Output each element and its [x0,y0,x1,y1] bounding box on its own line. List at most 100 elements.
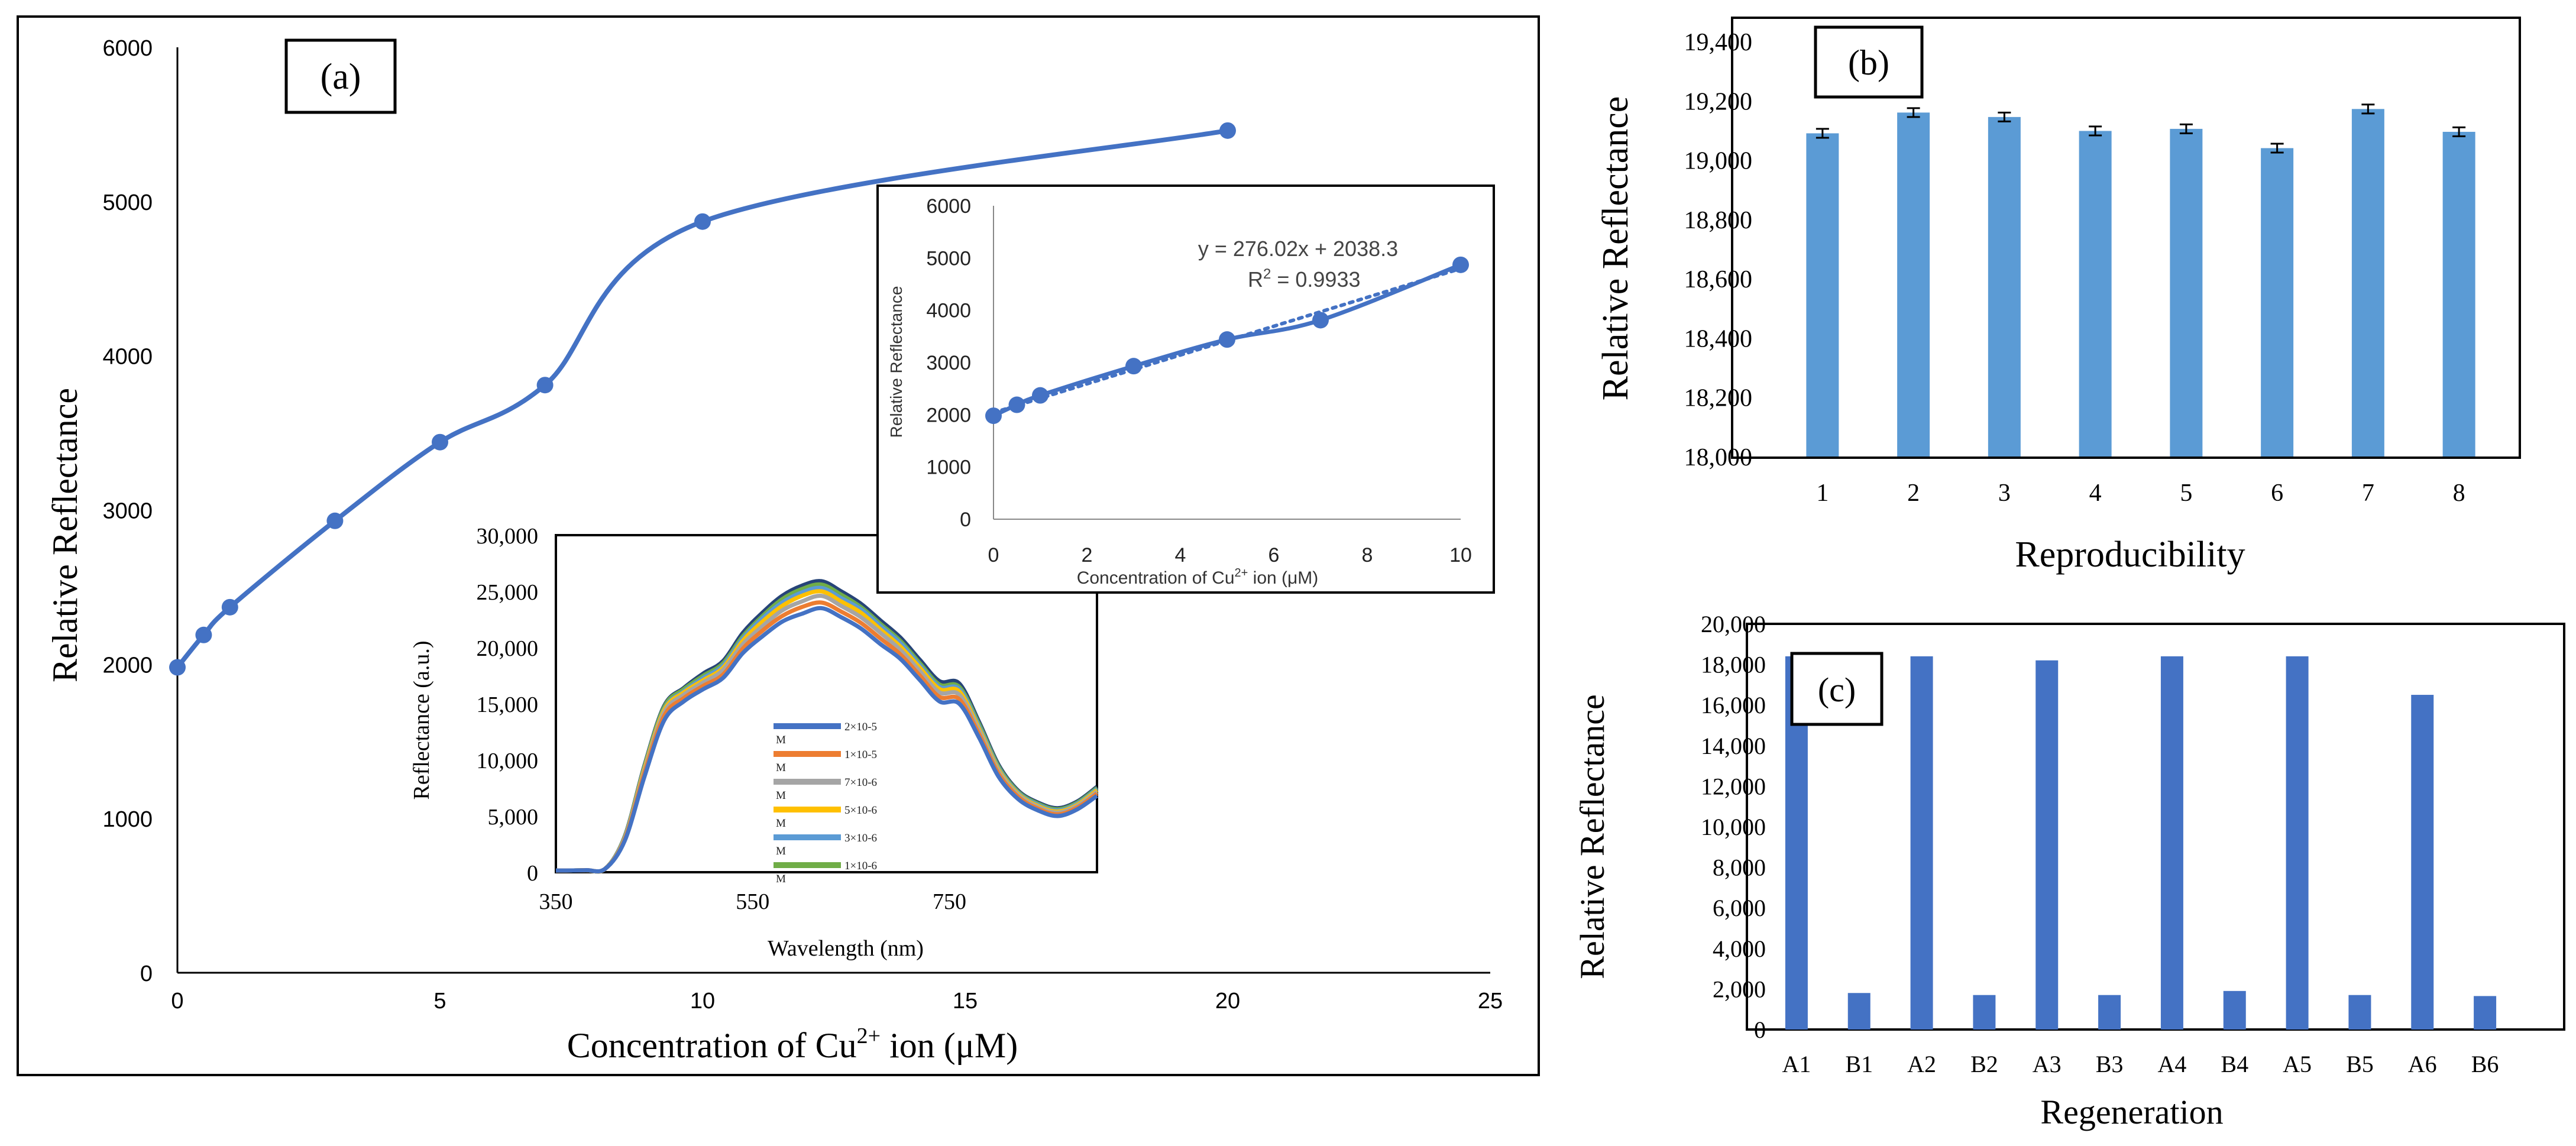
a-ytick-label: 1000 [102,807,153,832]
cal-xtick-label: 2 [1082,544,1093,566]
panel-b-yticks: 18,000 18,200 18,400 18,600 18,800 19,000 19,2… [1684,29,1753,471]
cal-data-point [1312,312,1329,329]
c-xtick-label: B1 [1845,1051,1873,1077]
cal-ytick-label: 2000 [926,404,971,426]
c-xtick-label: A3 [2033,1051,2062,1077]
c-ytick-label: 0 [1754,1016,1766,1043]
b-ytick-label: 19,200 [1684,88,1753,115]
c-xtick-label: A2 [1907,1051,1936,1077]
cal-ytick-label: 6000 [926,195,971,218]
spectra-yticks: 0 5,000 10,000 15,000 20,000 25,000 30,000 [477,524,539,886]
c-ytick-label: 18,000 [1701,652,1766,678]
spectra-ytick-label: 20,000 [477,636,539,661]
cal-data-point [1125,358,1142,375]
cal-ytick-label: 1000 [926,457,971,479]
legend-label: 1×10-5 [844,749,877,761]
c-xtick-label: B2 [1970,1051,1998,1077]
a-xtick-label: 25 [1478,989,1503,1014]
a-ytick-label: 2000 [102,653,153,678]
cal-xtick-label: 10 [1449,544,1472,566]
b-xtick-label: 5 [2180,480,2192,507]
a-ytick-label: 0 [140,962,153,986]
c-ytick-label: 8,000 [1713,854,1766,881]
panel-c-xlabel: Regeneration [2040,1093,2223,1131]
a-data-point [326,512,344,529]
spectra-ytick-label: 0 [527,861,538,886]
c-ytick-label: 16,000 [1701,692,1766,718]
panel-a-xticks: 0 5 10 15 20 25 [171,989,1503,1014]
panel-b-xlabel: Reproducibility [2015,535,2245,575]
panel-a-ylabel: Relative Reflectance [46,388,85,682]
panel-b-ylabel: Relative Reflectance [1596,96,1636,401]
c-bar [1973,995,1996,1030]
a-xtick-label: 15 [953,989,978,1014]
cal-ytick-label: 3000 [926,352,971,374]
panel-a-plot [169,47,1490,974]
c-ytick-label: 10,000 [1701,814,1766,840]
panel-c-ylabel: Relative Reflectance [1573,694,1611,979]
legend-label: 5×10-6 [844,804,877,817]
legend-unit: M [776,817,786,830]
b-bar [1988,116,2021,457]
panel-b-xticks: 1 2 3 4 5 6 7 8 [1816,480,2465,507]
spectra-xtick-label: 550 [736,889,769,914]
a-xtick-label: 10 [690,989,715,1014]
panel-c-yticks: 0 2,000 4,000 6,000 8,000 10,000 12,000 14,000 1… [1701,611,1766,1043]
spectra-xtick-label: 750 [933,889,966,914]
b-xtick-label: 7 [2362,480,2374,507]
cal-xtick-label: 0 [988,544,999,566]
trendline-equation: y = 276.02x + 2038.3 [1198,237,1398,261]
spectra-xticks: 350 550 750 [539,889,966,914]
legend-unit: M [776,789,786,802]
cal-xtick-label: 8 [1362,544,1373,566]
a-data-point [169,659,186,676]
c-ytick-label: 14,000 [1701,733,1766,759]
spectra-inset: 0 5,000 10,000 15,000 20,000 25,000 30,000 350… [409,524,1099,961]
cal-data-point [1219,331,1235,348]
cal-xtick-label: 6 [1268,544,1280,566]
b-xtick-label: 2 [1907,480,1920,507]
b-xtick-label: 8 [2453,480,2465,507]
calibration-yticks: 0 1000 2000 3000 4000 5000 6000 [926,195,971,531]
cal-ytick-label: 5000 [926,247,971,270]
a-data-point [195,626,212,643]
c-ytick-label: 6,000 [1713,895,1766,921]
cal-data-point [1032,387,1048,404]
cal-xtick-label: 4 [1175,544,1186,566]
cal-ytick-label: 0 [960,509,971,531]
b-ytick-label: 19,000 [1684,148,1753,175]
c-bar [2098,995,2121,1030]
calibration-xticks: 0 2 4 6 8 10 [988,544,1472,566]
c-xtick-label: A6 [2408,1051,2437,1077]
panel-c-label-box [1790,652,1884,726]
c-xtick-label: B4 [2221,1051,2248,1077]
a-data-point [694,213,711,230]
panel-c-xticks: A1 B1 A2 B2 A3 B3 A4 B4 A5 B5 A6 B6 [1782,1051,2499,1077]
a-ytick-label: 3000 [102,499,153,524]
b-ytick-label: 18,200 [1684,385,1753,412]
a-ytick-label: 4000 [102,345,153,370]
b-ytick-label: 19,400 [1684,29,1753,56]
spectra-ytick-label: 5,000 [488,805,539,830]
b-xtick-label: 4 [2089,480,2102,507]
legend-label: 1×10-6 [844,860,877,872]
spectra-ytick-label: 25,000 [477,580,539,605]
spectra-plot [555,579,1099,874]
c-ytick-label: 12,000 [1701,773,1766,799]
c-bar [1847,993,1870,1030]
spectra-legend: 2×10-5 M 1×10-5 M 7×10-6 M 5×10-6 M 3×10-6 M 1×10-… [774,721,877,885]
c-ytick-label: 20,000 [1701,611,1766,637]
c-xtick-label: B3 [2096,1051,2124,1077]
spectra-xtick-label: 350 [539,889,573,914]
a-data-point [536,377,554,394]
cal-data-point [1008,396,1025,413]
a-ytick-label: 5000 [102,190,153,215]
a-xtick-label: 0 [171,989,183,1014]
panel-a-label: (a) [321,57,361,97]
spectra-ytick-label: 10,000 [477,749,539,773]
b-bar [2261,148,2294,457]
legend-label: 2×10-5 [844,721,877,733]
c-bar [1910,656,1933,1030]
